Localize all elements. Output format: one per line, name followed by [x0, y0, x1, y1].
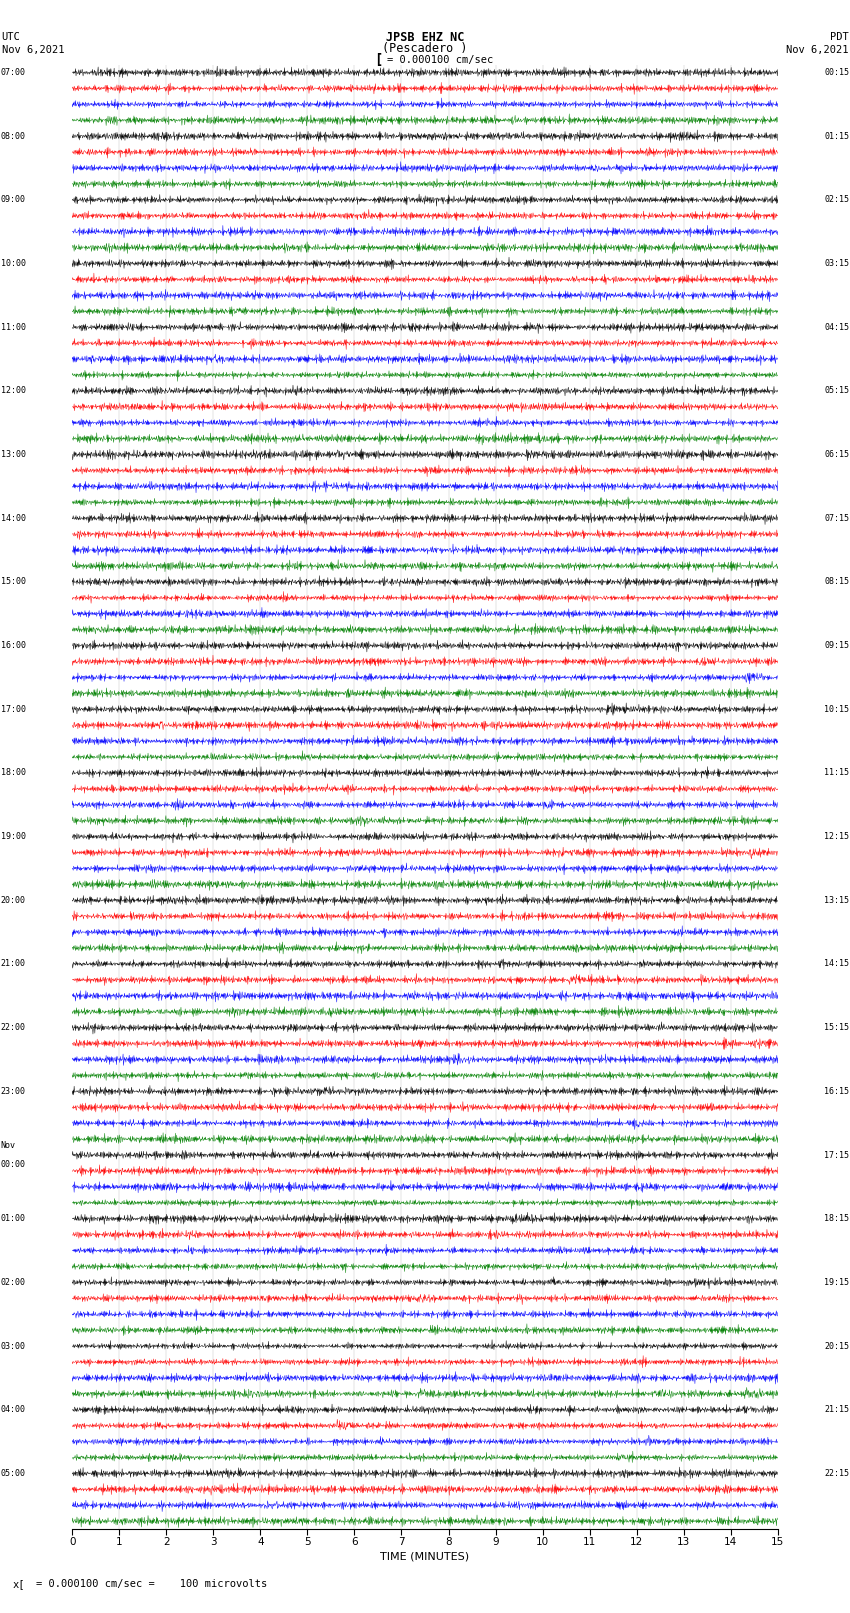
Text: x[: x[	[13, 1579, 26, 1589]
Text: 21:00: 21:00	[1, 960, 26, 968]
Text: 17:15: 17:15	[824, 1150, 849, 1160]
Text: 18:15: 18:15	[824, 1215, 849, 1223]
Text: 09:00: 09:00	[1, 195, 26, 205]
Text: 05:00: 05:00	[1, 1469, 26, 1478]
Text: 14:00: 14:00	[1, 513, 26, 523]
Text: 11:15: 11:15	[824, 768, 849, 777]
Text: 15:00: 15:00	[1, 577, 26, 587]
Text: 22:15: 22:15	[824, 1469, 849, 1478]
Text: 13:15: 13:15	[824, 895, 849, 905]
Text: 03:00: 03:00	[1, 1342, 26, 1350]
Text: 20:15: 20:15	[824, 1342, 849, 1350]
Text: 01:15: 01:15	[824, 132, 849, 140]
Text: 11:00: 11:00	[1, 323, 26, 332]
Text: 14:15: 14:15	[824, 960, 849, 968]
Text: 00:00: 00:00	[1, 1160, 26, 1169]
Text: Nov: Nov	[1, 1140, 16, 1150]
Text: 16:15: 16:15	[824, 1087, 849, 1095]
Text: 16:00: 16:00	[1, 640, 26, 650]
Text: 12:15: 12:15	[824, 832, 849, 840]
Text: [: [	[374, 53, 382, 66]
Text: 07:00: 07:00	[1, 68, 26, 77]
Text: 00:15: 00:15	[824, 68, 849, 77]
Text: 17:00: 17:00	[1, 705, 26, 715]
Text: 03:15: 03:15	[824, 260, 849, 268]
Text: 04:00: 04:00	[1, 1405, 26, 1415]
Text: Nov 6,2021: Nov 6,2021	[2, 45, 65, 55]
Text: PDT: PDT	[830, 32, 848, 42]
Text: 10:00: 10:00	[1, 260, 26, 268]
Text: 08:00: 08:00	[1, 132, 26, 140]
Text: = 0.000100 cm/sec =    100 microvolts: = 0.000100 cm/sec = 100 microvolts	[36, 1579, 267, 1589]
Text: 08:15: 08:15	[824, 577, 849, 587]
Text: 15:15: 15:15	[824, 1023, 849, 1032]
Text: 09:15: 09:15	[824, 640, 849, 650]
Text: 01:00: 01:00	[1, 1215, 26, 1223]
Text: 20:00: 20:00	[1, 895, 26, 905]
Text: 18:00: 18:00	[1, 768, 26, 777]
Text: 10:15: 10:15	[824, 705, 849, 715]
Text: 12:00: 12:00	[1, 387, 26, 395]
Text: 02:00: 02:00	[1, 1277, 26, 1287]
Text: 19:15: 19:15	[824, 1277, 849, 1287]
Text: (Pescadero ): (Pescadero )	[382, 42, 468, 55]
Text: 02:15: 02:15	[824, 195, 849, 205]
Text: = 0.000100 cm/sec: = 0.000100 cm/sec	[387, 55, 493, 65]
Text: 23:00: 23:00	[1, 1087, 26, 1095]
Text: UTC: UTC	[2, 32, 20, 42]
Text: 22:00: 22:00	[1, 1023, 26, 1032]
Text: 13:00: 13:00	[1, 450, 26, 460]
Text: JPSB EHZ NC: JPSB EHZ NC	[386, 31, 464, 44]
Text: 21:15: 21:15	[824, 1405, 849, 1415]
Text: Nov 6,2021: Nov 6,2021	[785, 45, 848, 55]
Text: 05:15: 05:15	[824, 387, 849, 395]
Text: 07:15: 07:15	[824, 513, 849, 523]
X-axis label: TIME (MINUTES): TIME (MINUTES)	[381, 1552, 469, 1561]
Text: 06:15: 06:15	[824, 450, 849, 460]
Text: 19:00: 19:00	[1, 832, 26, 840]
Text: 04:15: 04:15	[824, 323, 849, 332]
